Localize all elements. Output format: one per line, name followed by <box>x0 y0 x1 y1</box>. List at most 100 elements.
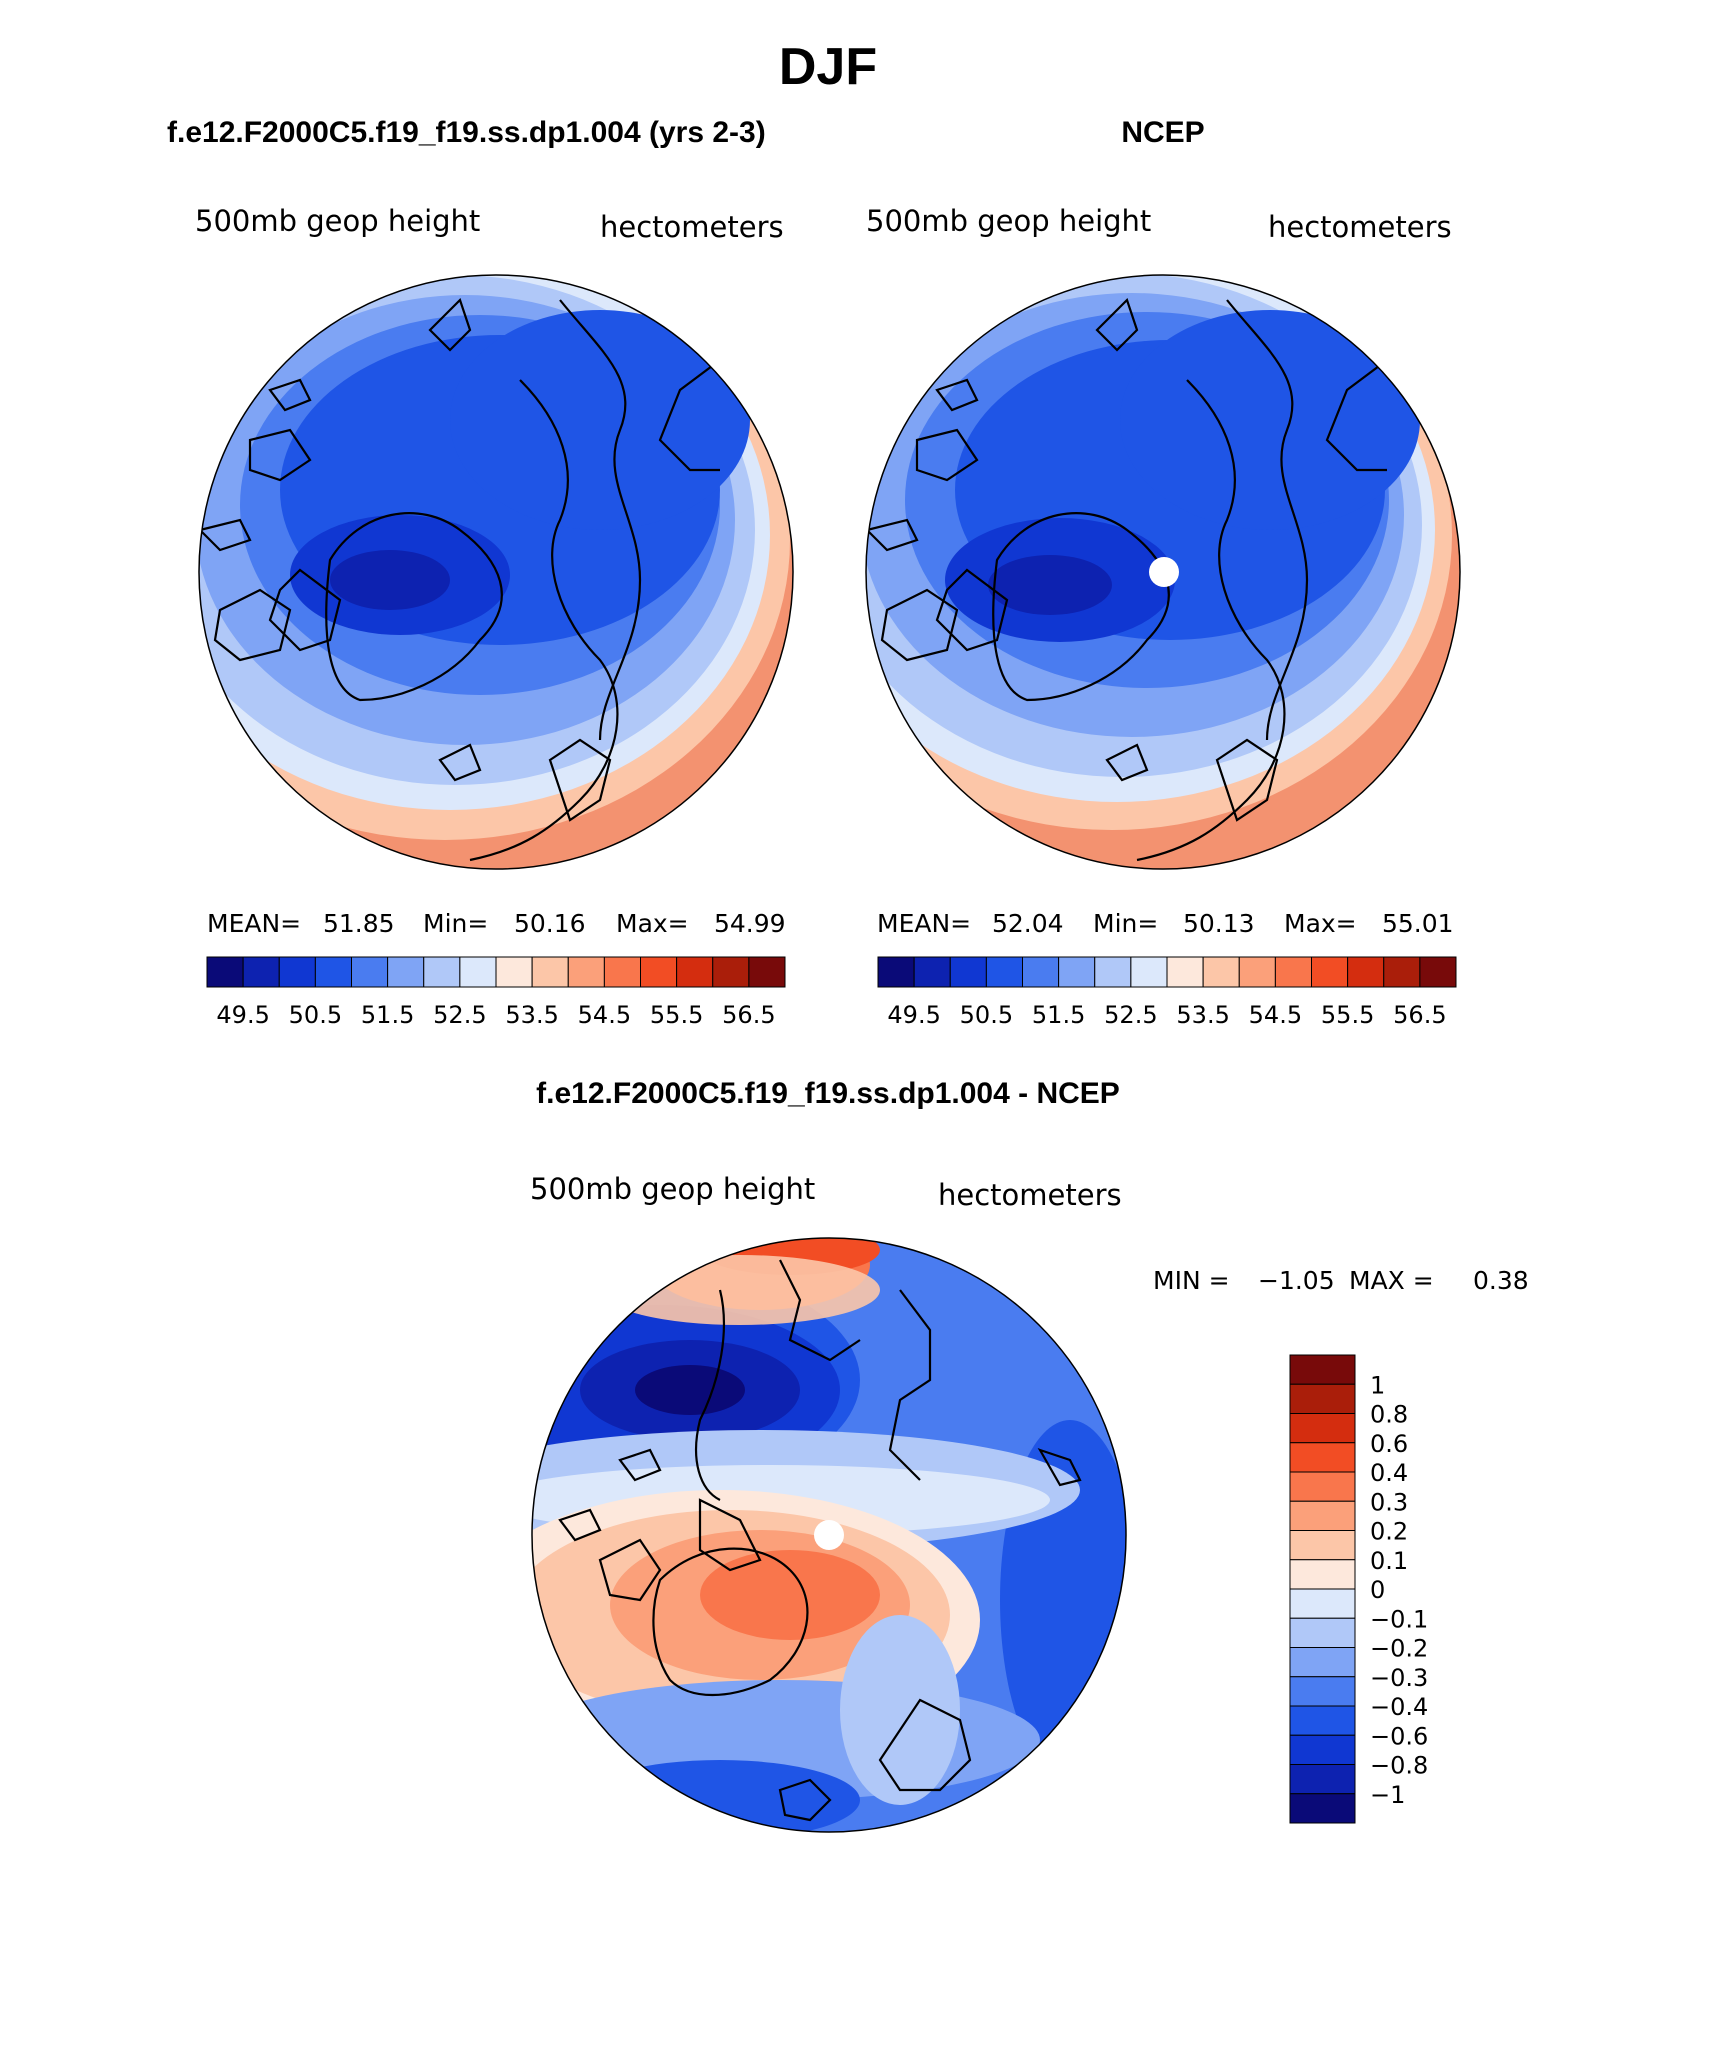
diff-stats: MIN = −1.05 MAX = 0.38 <box>1153 1266 1529 1295</box>
model-max-label: Max= <box>616 909 689 938</box>
diff-colorbar-swatch <box>1289 1559 1356 1590</box>
diff-colorbar-label: −0.3 <box>1370 1664 1428 1692</box>
ncep-colorbar-swatch <box>1238 956 1276 988</box>
diff-colorbar-swatch <box>1289 1383 1356 1414</box>
model-colorbar-swatch <box>495 956 533 988</box>
model-map-border <box>198 274 794 870</box>
model-mean-value: 51.85 <box>323 909 395 938</box>
model-mean-label: MEAN= <box>207 909 301 938</box>
diff-colorbar-swatch <box>1289 1471 1356 1502</box>
diff-colorbar-swatch <box>1289 1764 1356 1795</box>
ncep-colorbar-swatch <box>1022 956 1060 988</box>
ncep-variable-label: 500mb geop height <box>866 204 1151 238</box>
model-colorbar-label: 54.5 <box>578 1001 631 1029</box>
diff-colorbar-swatch <box>1289 1530 1356 1561</box>
model-colorbar-swatch <box>676 956 714 988</box>
model-colorbar-label: 55.5 <box>650 1001 703 1029</box>
ncep-colorbar-label: 56.5 <box>1393 1001 1446 1029</box>
model-polar-map <box>199 275 793 869</box>
ncep-min-value: 50.13 <box>1183 909 1255 938</box>
diff-colorbar-label: 0.1 <box>1370 1547 1408 1575</box>
diff-colorbar-swatch <box>1289 1617 1356 1648</box>
diff-colorbar-label: −0.4 <box>1370 1693 1428 1721</box>
ncep-colorbar-swatch <box>1383 956 1421 988</box>
ncep-colorbar-swatch <box>1311 956 1349 988</box>
ncep-colorbar-swatch <box>985 956 1023 988</box>
diff-colorbar-swatch <box>1289 1413 1356 1444</box>
diff-colorbar-swatch <box>1289 1442 1356 1473</box>
ncep-colorbar-swatch <box>1274 956 1312 988</box>
diff-min-label: MIN = <box>1153 1266 1230 1295</box>
ncep-colorbar-swatch <box>1166 956 1204 988</box>
model-panel-title: f.e12.F2000C5.f19_f19.ss.dp1.004 (yrs 2-… <box>167 116 766 149</box>
ncep-colorbar-swatch <box>1058 956 1096 988</box>
model-units-label: hectometers <box>600 210 784 244</box>
model-min-value: 50.16 <box>514 909 586 938</box>
diff-variable-label: 500mb geop height <box>530 1172 815 1206</box>
ncep-colorbar-swatch <box>949 956 987 988</box>
diff-colorbar-label: −0.1 <box>1370 1605 1428 1633</box>
model-colorbar-swatch <box>712 956 750 988</box>
ncep-colorbar: 49.5 50.5 51.5 52.5 53.5 54.5 55.5 56.5 <box>877 956 1457 1029</box>
model-colorbar: 49.5 50.5 51.5 52.5 53.5 54.5 55.5 56.5 <box>206 956 786 1029</box>
diff-colorbar-swatch <box>1289 1588 1356 1619</box>
model-colorbar-swatch <box>603 956 641 988</box>
diff-colorbar-label: −0.6 <box>1370 1722 1428 1750</box>
ncep-colorbar-swatch <box>877 956 915 988</box>
model-colorbar-swatch <box>206 956 244 988</box>
model-colorbar-label: 53.5 <box>505 1001 558 1029</box>
diff-colorbar-label: −0.8 <box>1370 1752 1428 1780</box>
model-colorbar-label: 52.5 <box>433 1001 486 1029</box>
model-coastlines <box>199 297 722 862</box>
ncep-colorbar-swatch <box>1202 956 1240 988</box>
ncep-map-border <box>865 274 1461 870</box>
ncep-panel-title: NCEP <box>1121 116 1204 149</box>
model-stats: MEAN= 51.85 Min= 50.16 Max= 54.99 <box>207 909 786 938</box>
diff-colorbar-label: −0.2 <box>1370 1635 1428 1663</box>
ncep-colorbar-swatch <box>1419 956 1457 988</box>
diff-max-label: MAX = <box>1349 1266 1434 1295</box>
diff-max-value: 0.38 <box>1473 1266 1529 1295</box>
diff-panel-title: f.e12.F2000C5.f19_f19.ss.dp1.004 - NCEP <box>536 1077 1120 1110</box>
diff-min-value: −1.05 <box>1258 1266 1335 1295</box>
model-colorbar-swatch <box>531 956 569 988</box>
ncep-stats: MEAN= 52.04 Min= 50.13 Max= 55.01 <box>877 909 1454 938</box>
ncep-colorbar-label: 53.5 <box>1176 1001 1229 1029</box>
diff-panel: 500mb geop height hectometers <box>530 1172 1529 1833</box>
model-colorbar-swatch <box>748 956 786 988</box>
model-panel: 500mb geop height hectometers <box>195 204 794 1029</box>
diff-colorbar-swatch <box>1289 1354 1356 1385</box>
model-colorbar-swatch <box>351 956 389 988</box>
model-colorbar-swatch <box>459 956 497 988</box>
diff-colorbar-swatch <box>1289 1647 1356 1678</box>
diff-pole-marker <box>814 1520 844 1550</box>
diff-colorbar-swatch <box>1289 1734 1356 1765</box>
diff-colorbar-swatch <box>1289 1793 1356 1824</box>
ncep-colorbar-label: 50.5 <box>960 1001 1013 1029</box>
ncep-panel: 500mb geop height hectometers <box>865 204 1461 1029</box>
model-max-value: 54.99 <box>714 909 786 938</box>
diff-units-label: hectometers <box>938 1178 1122 1212</box>
model-colorbar-label: 49.5 <box>216 1001 269 1029</box>
diff-colorbar-label: 1 <box>1370 1371 1385 1399</box>
ncep-min-label: Min= <box>1093 909 1158 938</box>
ncep-colorbar-label: 54.5 <box>1249 1001 1302 1029</box>
ncep-colorbar-swatch <box>913 956 951 988</box>
ncep-colorbar-swatch <box>1130 956 1168 988</box>
diff-colorbar-label: 0.6 <box>1370 1430 1408 1458</box>
ncep-colorbar-swatch <box>1094 956 1132 988</box>
ncep-colorbar-label: 55.5 <box>1321 1001 1374 1029</box>
diff-colorbar-label: −1 <box>1370 1781 1405 1809</box>
diff-colorbar-swatch <box>1289 1500 1356 1531</box>
model-colorbar-swatch <box>640 956 678 988</box>
diff-colorbar-swatch <box>1289 1705 1356 1736</box>
diff-colorbar-label: 0.3 <box>1370 1488 1408 1516</box>
diff-colorbar-label: 0.2 <box>1370 1518 1408 1546</box>
model-colorbar-swatch <box>242 956 280 988</box>
ncep-max-label: Max= <box>1284 909 1357 938</box>
ncep-colorbar-label: 49.5 <box>887 1001 940 1029</box>
model-colorbar-label: 51.5 <box>361 1001 414 1029</box>
diff-colorbar: 10.80.60.40.30.20.10−0.1−0.2−0.3−0.4−0.6… <box>1289 1354 1428 1824</box>
model-colorbar-swatch <box>314 956 352 988</box>
diff-colorbar-label: 0.8 <box>1370 1401 1408 1429</box>
